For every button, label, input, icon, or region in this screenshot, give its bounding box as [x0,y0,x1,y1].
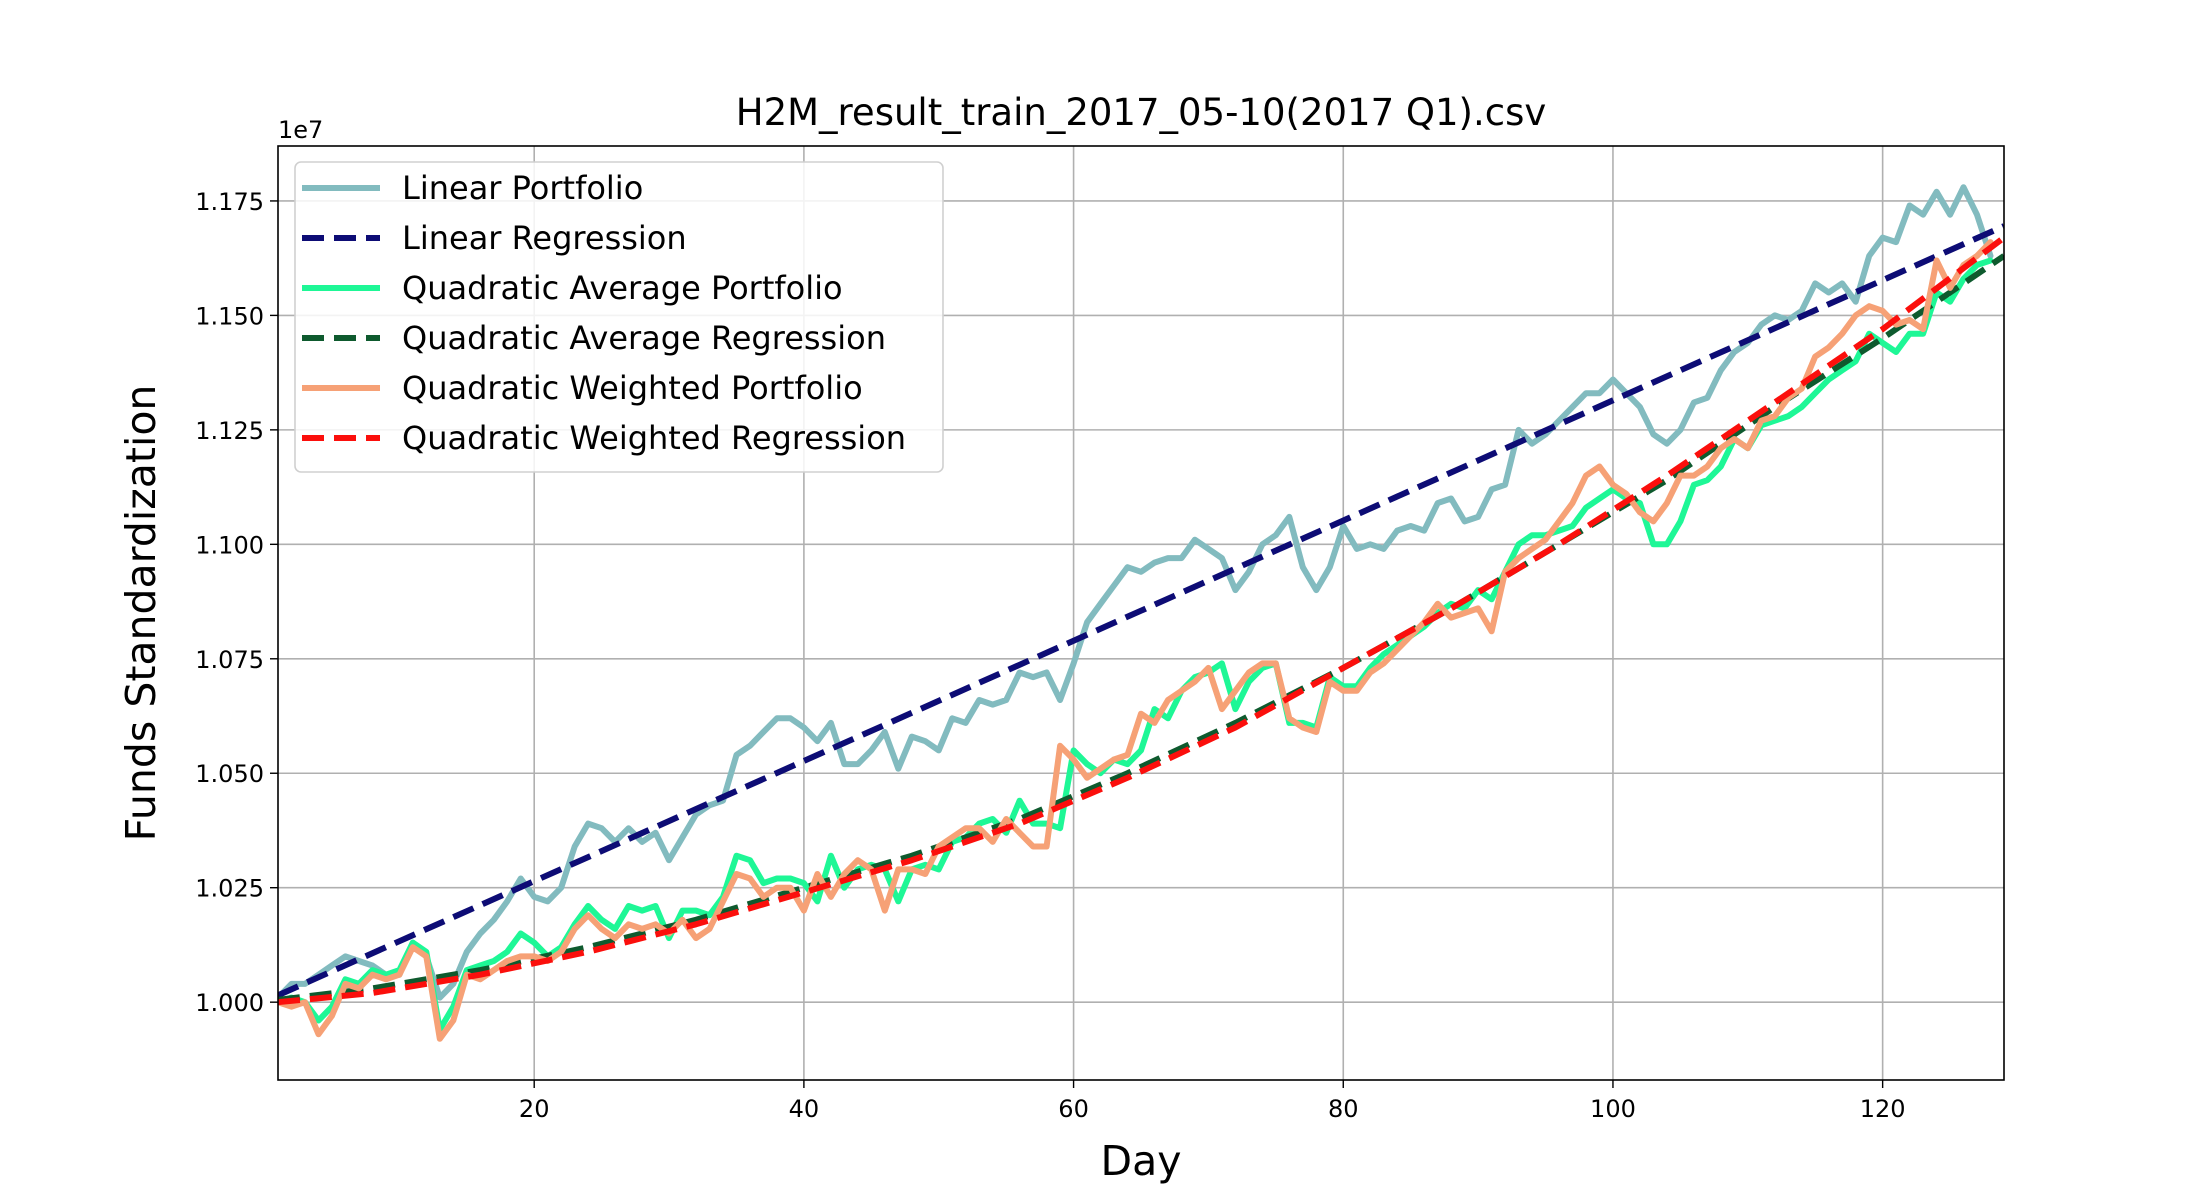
series-line-linear-regression [278,223,2004,999]
x-axis: 20 40 60 80 100 120 [519,1080,1906,1123]
y-offset-text: 1e7 [278,116,323,144]
legend-box [294,161,944,473]
chart-title: H2M_result_train_2017_05-10(2017 Q1).csv [736,91,1547,134]
y-tick-label: 1.075 [195,646,264,674]
y-tick-label: 1.025 [195,875,264,903]
x-axis-label: Day [1101,1137,1182,1185]
series-line-quadratic-average-regression [278,253,2004,1003]
series-layer [278,184,2004,1042]
legend-label: Linear Portfolio [402,169,643,207]
series-line-quadratic-weighted-regression [278,235,2004,1006]
y-axis: 1.000 1.025 1.050 1.075 1.100 1.125 1.150 1.175 [195,188,278,1017]
legend-label: Quadratic Weighted Regression [402,419,906,457]
x-tick-label: 20 [519,1095,550,1123]
y-tick-label: 1.050 [195,760,264,788]
series-group [278,184,2004,1042]
y-tick-label: 1.175 [195,188,264,216]
x-tick-label: 40 [789,1095,820,1123]
legend: Linear Portfolio Linear Regression Quadrat… [294,161,944,473]
legend-label: Quadratic Average Portfolio [402,269,843,307]
y-tick-label: 1.150 [195,302,264,330]
x-tick-label: 60 [1058,1095,1089,1123]
series-line-quadratic-weighted-portfolio [278,239,1994,1042]
series-line-linear-portfolio [278,184,1994,1001]
plot-frame [277,145,2005,1081]
legend-label: Quadratic Weighted Portfolio [402,369,863,407]
y-tick-label: 1.000 [195,989,264,1017]
y-axis-label: Funds Standardization [117,385,165,842]
grid [278,146,2004,1080]
x-tick-label: 80 [1328,1095,1359,1123]
x-tick-label: 100 [1590,1095,1636,1123]
x-tick-label: 120 [1860,1095,1906,1123]
y-tick-label: 1.100 [195,531,264,559]
legend-label: Quadratic Average Regression [402,319,886,357]
legend-label: Linear Regression [402,219,687,257]
y-tick-label: 1.125 [195,417,264,445]
